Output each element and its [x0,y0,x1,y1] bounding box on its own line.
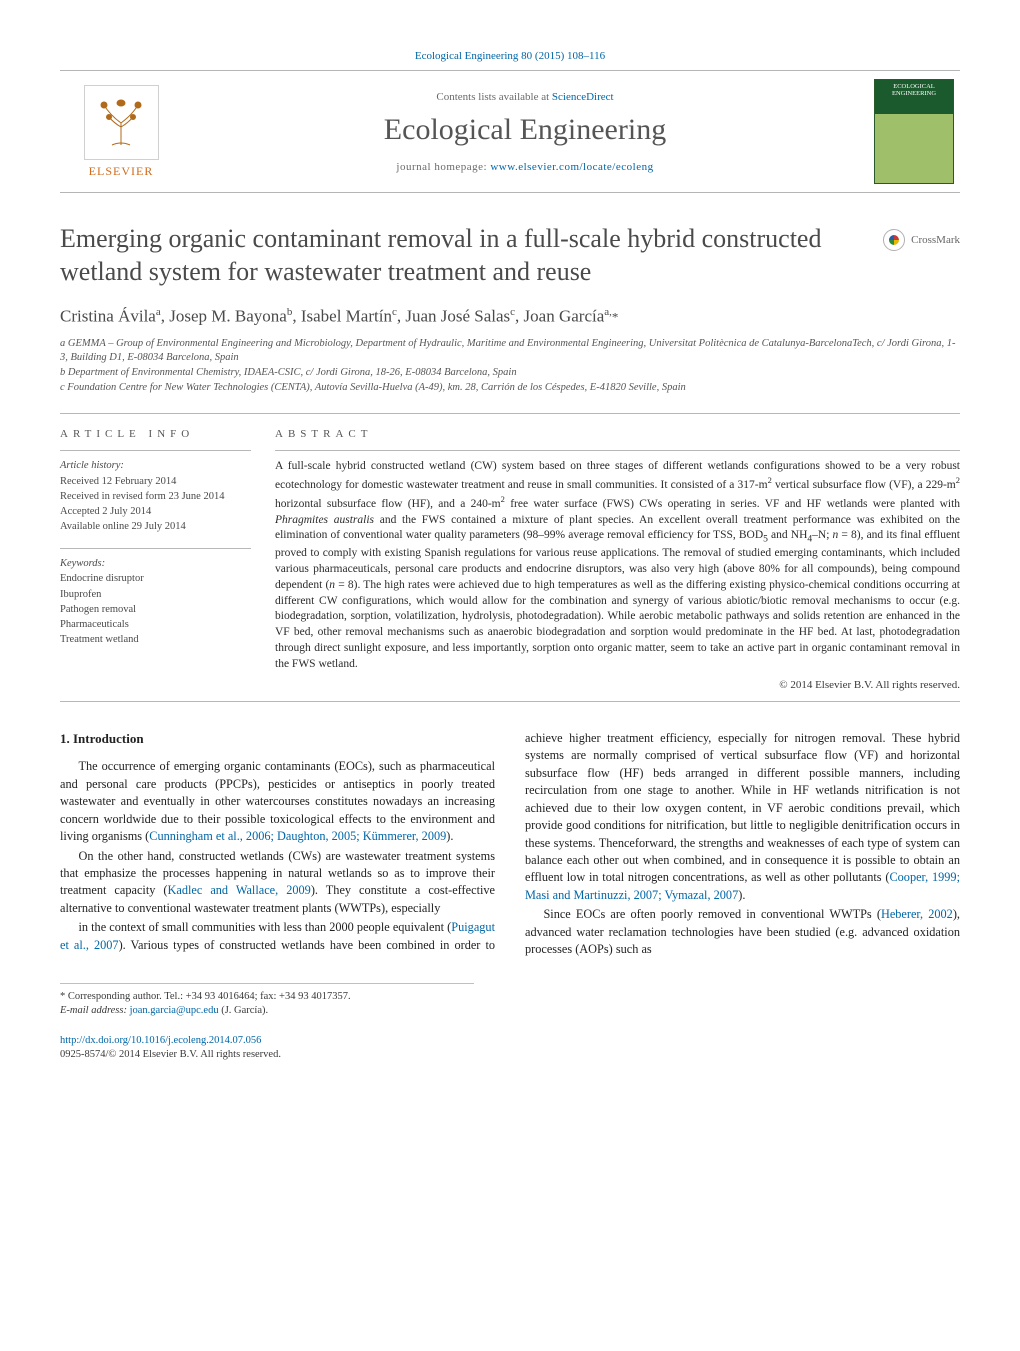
homepage-prefix: journal homepage: [396,161,490,173]
email-label: E-mail address: [60,1005,130,1016]
divider [60,413,960,414]
abstract-copyright: © 2014 Elsevier B.V. All rights reserved… [275,679,960,691]
abstract-column: ABSTRACT A full-scale hybrid constructed… [275,428,960,690]
cover-title: ECOLOGICAL ENGINEERING [878,83,950,97]
body-two-column: 1. Introduction The occurrence of emergi… [60,730,960,959]
abstract-heading: ABSTRACT [275,428,960,440]
divider [60,548,251,549]
corresponding-email-link[interactable]: joan.garcia@upc.edu [130,1005,219,1016]
keyword: Pathogen removal [60,603,251,617]
affiliation-a: a GEMMA – Group of Environmental Enginee… [60,337,960,365]
divider [60,701,960,702]
history-revised: Received in revised form 23 June 2014 [60,490,251,504]
doi-link[interactable]: http://dx.doi.org/10.1016/j.ecoleng.2014… [60,1035,261,1046]
affiliation-b: b Department of Environmental Chemistry,… [60,366,960,380]
keyword: Pharmaceuticals [60,618,251,632]
footnotes: * Corresponding author. Tel.: +34 93 401… [60,983,474,1018]
issn-copyright: 0925-8574/© 2014 Elsevier B.V. All right… [60,1048,960,1062]
article-title: Emerging organic contaminant removal in … [60,223,869,288]
journal-name: Ecological Engineering [186,113,864,147]
keywords-block: Keywords: Endocrine disruptor Ibuprofen … [60,557,251,647]
affiliations: a GEMMA – Group of Environmental Enginee… [60,337,960,396]
abstract-text: A full-scale hybrid constructed wetland … [275,459,960,672]
email-suffix: (J. García). [219,1005,269,1016]
elsevier-wordmark: ELSEVIER [89,164,154,179]
crossmark-icon [883,229,905,251]
keyword: Treatment wetland [60,633,251,647]
article-info-heading: ARTICLE INFO [60,428,251,440]
journal-cover-thumb: ECOLOGICAL ENGINEERING [874,79,954,184]
journal-banner: ELSEVIER Contents lists available at Sci… [60,70,960,193]
corresponding-email-line: E-mail address: joan.garcia@upc.edu (J. … [60,1004,474,1018]
section-heading-1: 1. Introduction [60,730,495,748]
authors-line: Cristina Ávilaa, Josep M. Bayonab, Isabe… [60,306,960,327]
crossmark-label: CrossMark [911,234,960,246]
history-accepted: Accepted 2 July 2014 [60,505,251,519]
journal-homepage-link[interactable]: www.elsevier.com/locate/ecoleng [490,161,653,173]
keyword: Endocrine disruptor [60,572,251,586]
elsevier-tree-icon [84,85,159,160]
divider [275,450,960,451]
article-info-column: ARTICLE INFO Article history: Received 1… [60,428,275,690]
journal-homepage-line: journal homepage: www.elsevier.com/locat… [186,161,864,173]
sciencedirect-link[interactable]: ScienceDirect [552,91,614,103]
header-citation: Ecological Engineering 80 (2015) 108–116 [60,50,960,62]
keyword: Ibuprofen [60,588,251,602]
contents-line: Contents lists available at ScienceDirec… [186,91,864,103]
history-received: Received 12 February 2014 [60,475,251,489]
banner-center: Contents lists available at ScienceDirec… [176,91,874,173]
history-heading: Article history: [60,459,251,473]
body-paragraph: The occurrence of emerging organic conta… [60,758,495,845]
keywords-heading: Keywords: [60,557,251,571]
history-online: Available online 29 July 2014 [60,520,251,534]
body-paragraph: Since EOCs are often poorly removed in c… [525,906,960,958]
doi-block: http://dx.doi.org/10.1016/j.ecoleng.2014… [60,1034,960,1062]
header-citation-link[interactable]: Ecological Engineering 80 (2015) 108–116 [415,50,605,62]
article-history-block: Article history: Received 12 February 20… [60,459,251,534]
crossmark-badge[interactable]: CrossMark [883,229,960,251]
corresponding-author: * Corresponding author. Tel.: +34 93 401… [60,990,474,1004]
publisher-logo-block: ELSEVIER [66,85,176,179]
divider [60,450,251,451]
affiliation-c: c Foundation Centre for New Water Techno… [60,381,960,395]
body-paragraph: On the other hand, constructed wetlands … [60,848,495,918]
contents-prefix: Contents lists available at [436,91,551,103]
